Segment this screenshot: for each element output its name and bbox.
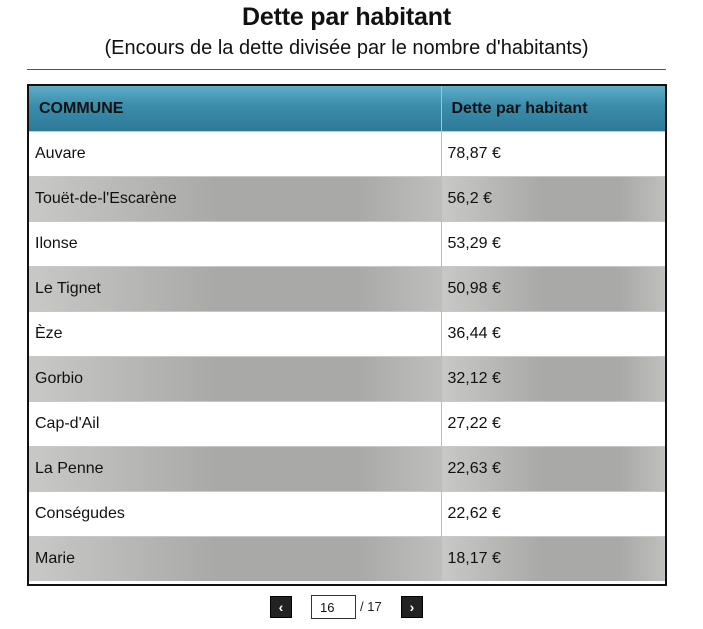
table-row: Ilonse 53,29 €	[29, 221, 665, 267]
table-row: Touët-de-l'Escarène 56,2 €	[29, 176, 665, 222]
debt-value-cell: 22,62 €	[441, 491, 665, 537]
debt-value-cell: 78,87 €	[441, 131, 665, 177]
commune-cell: Conségudes	[29, 491, 442, 537]
debt-value-cell: 27,22 €	[441, 401, 665, 447]
table-body: Auvare 78,87 € Touët-de-l'Escarène 56,2 € Il…	[29, 131, 665, 581]
table-row: Le Tignet 50,98 €	[29, 266, 665, 312]
title-divider	[27, 69, 666, 70]
previous-page-button[interactable]: ‹	[270, 596, 292, 618]
debt-value-cell: 36,44 €	[441, 311, 665, 357]
data-table-container: COMMUNE Dette par habitant Auvare 78,87 €…	[27, 84, 667, 586]
table-row: Auvare 78,87 €	[29, 131, 665, 177]
table-row: Cap-d'Ail 27,22 €	[29, 401, 665, 447]
debt-value-cell: 50,98 €	[441, 266, 665, 312]
table-row: Gorbio 32,12 €	[29, 356, 665, 402]
commune-cell: La Penne	[29, 446, 442, 492]
commune-cell: Ilonse	[29, 221, 442, 267]
column-header-commune[interactable]: COMMUNE	[29, 86, 442, 132]
debt-value-cell: 22,63 €	[441, 446, 665, 492]
debt-value-cell: 53,29 €	[441, 221, 665, 267]
commune-cell: Èze	[29, 311, 442, 357]
chart-title: Dette par habitant	[242, 3, 451, 31]
pagination: ‹ / 17 ›	[0, 595, 693, 621]
table-row: Conségudes 22,62 €	[29, 491, 665, 537]
commune-cell: Gorbio	[29, 356, 442, 402]
debt-value-cell: 56,2 €	[441, 176, 665, 222]
data-table: COMMUNE Dette par habitant Auvare 78,87 €…	[29, 86, 665, 581]
page-number-input[interactable]	[311, 595, 356, 619]
table-row: La Penne 22,63 €	[29, 446, 665, 492]
commune-cell: Marie	[29, 536, 442, 581]
chart-subtitle: (Encours de la dette divisée par le nomb…	[104, 37, 589, 59]
commune-cell: Touët-de-l'Escarène	[29, 176, 442, 222]
commune-cell: Auvare	[29, 131, 442, 177]
debt-value-cell: 32,12 €	[441, 356, 665, 402]
table-header-row: COMMUNE Dette par habitant	[29, 86, 665, 132]
table-row: Èze 36,44 €	[29, 311, 665, 357]
commune-cell: Le Tignet	[29, 266, 442, 312]
table-row: Marie 18,17 €	[29, 536, 665, 581]
debt-value-cell: 18,17 €	[441, 536, 665, 581]
total-pages-label: / 17	[360, 599, 382, 614]
commune-cell: Cap-d'Ail	[29, 401, 442, 447]
next-page-button[interactable]: ›	[401, 596, 423, 618]
column-header-dette[interactable]: Dette par habitant	[441, 86, 665, 132]
